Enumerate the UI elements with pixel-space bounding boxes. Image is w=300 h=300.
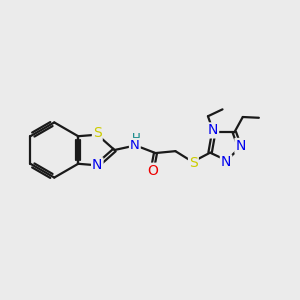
Text: N: N	[236, 139, 246, 153]
Text: O: O	[147, 164, 158, 178]
Text: N: N	[92, 158, 103, 172]
Text: H: H	[132, 132, 141, 146]
Text: N: N	[130, 139, 140, 152]
Text: N: N	[221, 155, 231, 170]
Text: S: S	[93, 126, 102, 140]
Text: N: N	[208, 123, 218, 137]
Text: S: S	[189, 156, 198, 170]
